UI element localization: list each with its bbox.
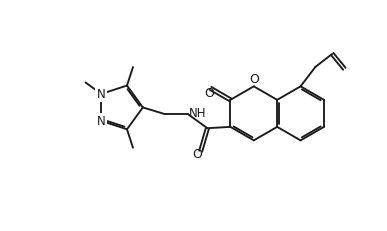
Text: NH: NH: [188, 106, 206, 119]
Text: N: N: [97, 115, 106, 128]
Text: O: O: [249, 73, 259, 85]
Text: O: O: [192, 148, 202, 161]
Text: N: N: [97, 88, 106, 101]
Text: O: O: [204, 86, 214, 99]
